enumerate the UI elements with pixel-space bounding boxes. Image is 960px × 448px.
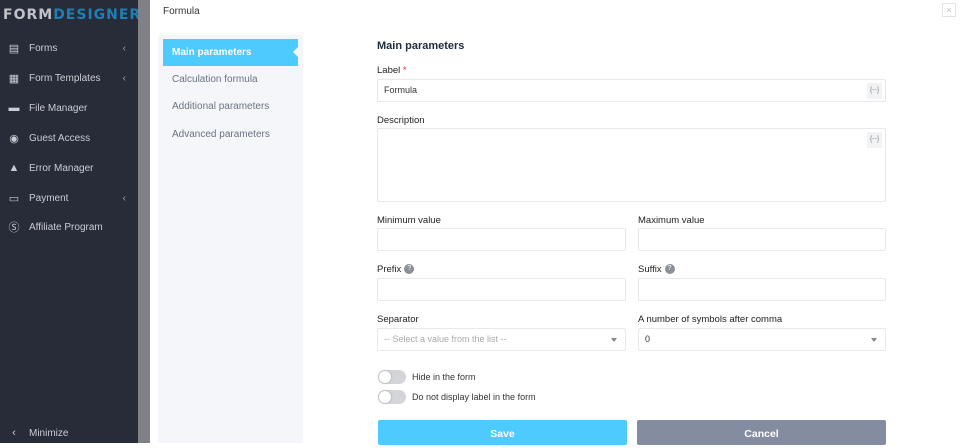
minimize-button[interactable]: ‹ Minimize <box>0 423 138 443</box>
sidebar-item-form-templates[interactable]: ▦ Form Templates ‹ <box>8 72 126 85</box>
tab-main-parameters[interactable]: Main parameters <box>163 39 298 66</box>
dollar-icon: Ⓢ <box>8 222 20 234</box>
sidebar: FORMDESIGNER ▤ Forms ‹ ▦ Form Templates ‹ ▬ F… <box>0 0 142 443</box>
hide-label-toggle[interactable] <box>378 390 406 404</box>
sidebar-item-affiliate[interactable]: Ⓢ Affiliate Program <box>0 217 138 237</box>
tabs-panel: Main parameters Calculation formula Addi… <box>158 35 303 443</box>
help-icon[interactable]: ? <box>404 264 415 275</box>
separator-select[interactable]: -- Select a value from the list -- <box>377 328 626 351</box>
chevron-left-icon: ‹ <box>122 192 126 204</box>
folder-icon: ▬ <box>8 102 20 114</box>
credit-card-icon: ▭ <box>8 192 20 205</box>
suffix-label: Suffix? <box>638 264 675 275</box>
variable-button[interactable]: {--} <box>867 132 882 148</box>
tab-additional-parameters[interactable]: Additional parameters <box>172 101 270 112</box>
prefix-label: Prefix? <box>377 264 415 275</box>
min-value-label: Minimum value <box>377 215 441 226</box>
min-value-input[interactable] <box>377 228 626 251</box>
max-value-label: Maximum value <box>638 215 705 226</box>
caret-down-icon <box>611 338 617 345</box>
chevron-left-icon: ‹ <box>122 72 126 84</box>
caret-down-icon <box>871 338 877 345</box>
close-button[interactable]: × <box>942 3 956 17</box>
description-textarea[interactable]: {--} <box>377 128 886 202</box>
label-field-label: Label * <box>377 65 407 76</box>
overlay-backdrop <box>138 0 150 443</box>
save-button[interactable]: Save <box>378 420 627 445</box>
variable-button[interactable]: {--} <box>867 83 882 99</box>
label-input[interactable]: Formula {--} <box>377 79 886 102</box>
cancel-button[interactable]: Cancel <box>637 420 886 445</box>
sidebar-item-guest-access[interactable]: ◉ Guest Access <box>0 128 138 148</box>
separator-label: Separator <box>377 314 419 325</box>
sidebar-item-file-manager[interactable]: ▬ File Manager <box>8 102 88 114</box>
hide-label-label: Do not display label in the form <box>412 392 536 402</box>
forms-icon: ▤ <box>8 42 20 55</box>
sidebar-item-error-manager[interactable]: ▲ Error Manager <box>8 162 94 174</box>
prefix-input[interactable] <box>377 278 626 301</box>
sidebar-item-payment[interactable]: ▭ Payment ‹ <box>8 192 126 205</box>
chevron-left-icon: ‹ <box>122 42 126 54</box>
max-value-input[interactable] <box>638 228 886 251</box>
symbols-label: A number of symbols after comma <box>638 314 783 325</box>
hide-in-form-toggle[interactable] <box>378 370 406 384</box>
user-circle-icon: ◉ <box>9 132 19 145</box>
suffix-input[interactable] <box>638 278 886 301</box>
formula-modal: Formula × Main parameters Calculation fo… <box>150 0 960 445</box>
sidebar-item-forms[interactable]: ▤ Forms ‹ <box>8 42 126 55</box>
template-icon: ▦ <box>8 72 20 85</box>
modal-title: Formula <box>163 6 200 17</box>
description-label: Description <box>377 115 425 126</box>
chevron-left-icon: ‹ <box>12 427 16 439</box>
section-heading: Main parameters <box>377 40 465 52</box>
hide-in-form-label: Hide in the form <box>412 372 476 382</box>
logo: FORMDESIGNER <box>3 7 142 23</box>
tab-advanced-parameters[interactable]: Advanced parameters <box>172 129 270 140</box>
symbols-select[interactable]: 0 <box>638 328 886 351</box>
help-icon[interactable]: ? <box>664 264 675 275</box>
warning-icon: ▲ <box>8 162 20 174</box>
tab-calculation-formula[interactable]: Calculation formula <box>172 74 258 85</box>
